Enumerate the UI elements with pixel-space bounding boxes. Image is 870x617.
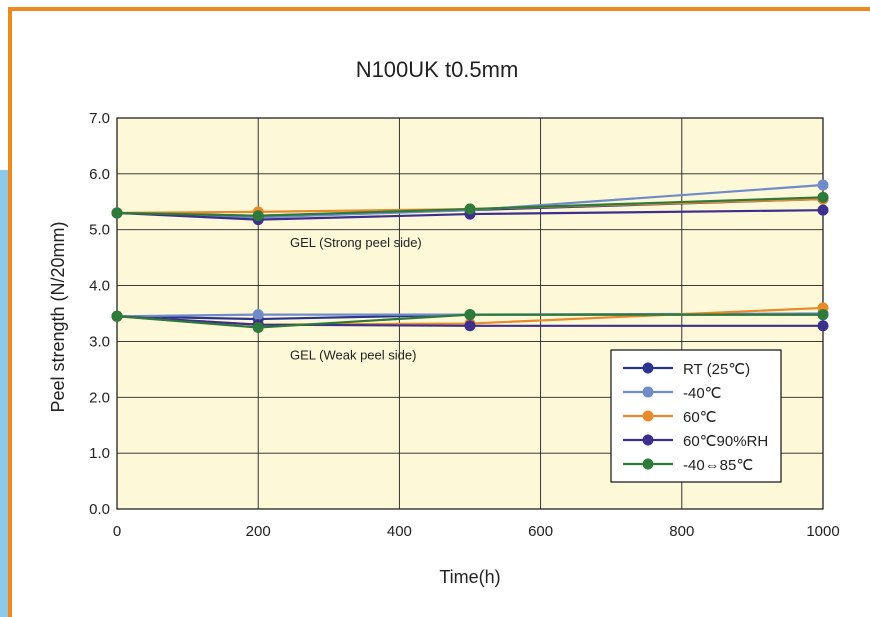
frame-left-border: [8, 7, 12, 617]
data-point: [111, 310, 123, 322]
annotations: GEL (Strong peel side) GEL (Weak peel sid…: [290, 235, 422, 362]
data-point: [252, 309, 264, 321]
legend-label: 60℃: [683, 409, 717, 426]
chart-title: N100UK t0.5mm: [356, 57, 519, 82]
group-annotation: GEL (Weak peel side): [290, 347, 416, 362]
y-tick-label: 7.0: [89, 110, 110, 127]
legend-label: RT (25℃): [683, 361, 750, 378]
x-axis-label: Time(h): [439, 567, 500, 587]
y-tick-label: 4.0: [89, 278, 110, 295]
data-point: [817, 191, 829, 203]
legend-swatch-marker: [642, 410, 654, 422]
data-point: [817, 179, 829, 191]
y-tick-label: 3.0: [89, 333, 110, 350]
legend-swatch-marker: [642, 434, 654, 446]
data-point: [817, 320, 829, 332]
legend-swatch-marker: [642, 386, 654, 398]
x-tick-label: 400: [387, 523, 412, 540]
series-line: [116, 209, 824, 221]
y-tick-label: 1.0: [89, 445, 110, 462]
series-line: [116, 313, 823, 329]
series-line: [116, 315, 823, 327]
data-point: [464, 309, 476, 321]
x-tick-label: 600: [528, 523, 553, 540]
series-line: [116, 196, 824, 217]
x-tick-label: 1000: [806, 523, 839, 540]
frame-top-border: [8, 7, 870, 11]
x-tick-label: 200: [246, 523, 271, 540]
y-tick-label: 2.0: [89, 389, 110, 406]
y-tick-label: 6.0: [89, 166, 110, 183]
data-point: [464, 203, 476, 215]
x-tick-label: 800: [669, 523, 694, 540]
legend-swatch-marker: [642, 362, 654, 374]
legend: RT (25℃) -40℃ 60℃ 60℃90%RH -40⇔85℃: [610, 349, 782, 483]
data-point: [817, 309, 829, 321]
y-tick-label: 0.0: [89, 501, 110, 518]
legend-label: -40℃: [683, 385, 722, 402]
data-point: [111, 207, 123, 219]
x-tick-label: 0: [113, 523, 121, 540]
axis-ticks: 0 200 400 600 800 1000 0.0 1.0 2.0 3.0 4.0 5.0 6.0 7.…: [89, 110, 840, 540]
series-lines: [111, 179, 829, 333]
data-point: [252, 210, 264, 222]
data-point: [464, 320, 476, 332]
data-point: [817, 204, 829, 216]
data-point: [252, 321, 264, 333]
legend-swatch-marker: [642, 458, 654, 470]
group-annotation: GEL (Strong peel side): [290, 235, 422, 250]
y-axis-label: Peel strength (N/20mm): [48, 221, 68, 412]
y-tick-label: 5.0: [89, 222, 110, 239]
legend-label: -40⇔85℃: [683, 457, 753, 474]
side-edge-strip: [0, 170, 8, 617]
legend-label: 60℃90%RH: [683, 433, 768, 450]
